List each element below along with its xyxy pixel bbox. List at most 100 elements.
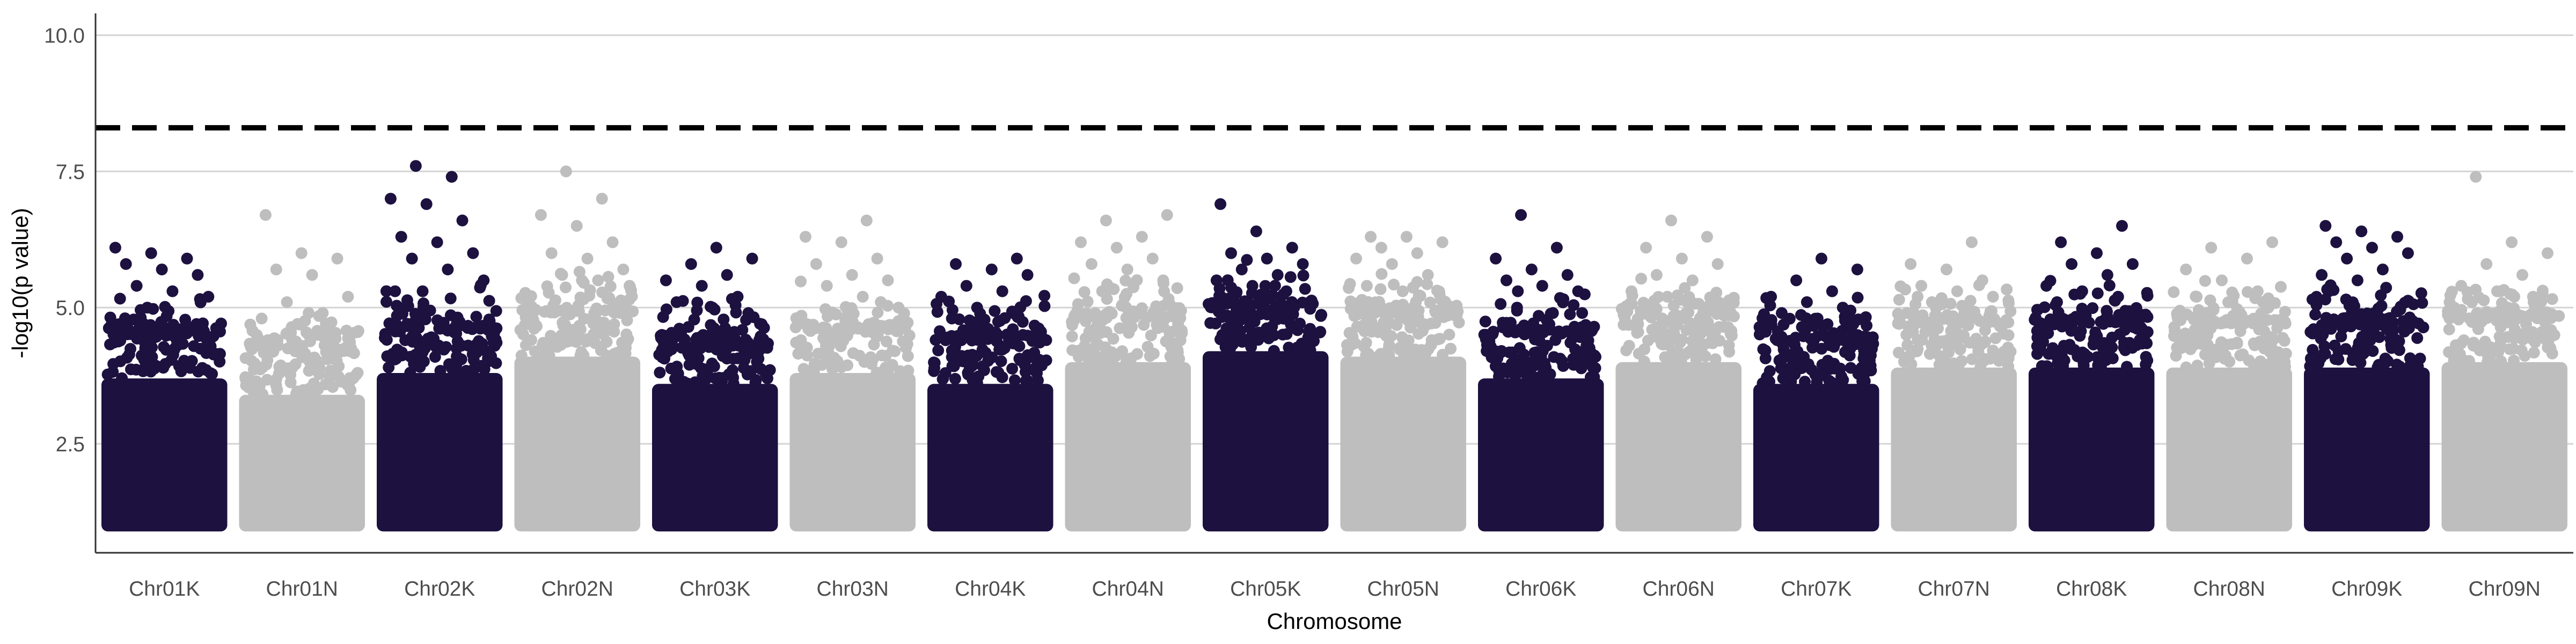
peak-point [570, 219, 583, 232]
data-point [210, 322, 222, 334]
peak-point [2330, 236, 2343, 248]
x-tick-label: Chr09K [2331, 577, 2402, 601]
data-point [2367, 345, 2379, 357]
peak-point [2216, 274, 2228, 287]
data-point [1020, 295, 1032, 307]
peak-point [420, 198, 433, 210]
data-point [1344, 295, 1357, 308]
data-point [1022, 375, 1034, 387]
peak-point [2341, 252, 2353, 265]
data-point [1008, 374, 1021, 386]
peak-point [1286, 241, 1298, 254]
data-point [2248, 337, 2260, 349]
data-point [446, 362, 458, 375]
data-point [1851, 291, 1864, 304]
data-point [705, 319, 717, 331]
data-point [1664, 355, 1676, 368]
data-point [1413, 328, 1425, 340]
data-point [1390, 299, 1402, 312]
data-point [515, 349, 528, 362]
data-point [1796, 321, 1808, 333]
peak-point [317, 307, 329, 319]
peak-point [1790, 274, 1803, 287]
data-point [2335, 331, 2347, 342]
peak-point [1360, 280, 1373, 292]
data-point [1821, 318, 1834, 330]
chromosome-points-Chr09K [2304, 219, 2430, 532]
data-point [1291, 341, 1304, 354]
peak-point [130, 280, 143, 292]
data-point [660, 303, 672, 316]
data-point [530, 320, 541, 332]
dense-points-block [2441, 362, 2567, 532]
data-point [1028, 319, 1041, 332]
data-point [1495, 345, 1507, 357]
peak-point [331, 252, 343, 265]
data-point [1944, 298, 1957, 310]
peak-point [1901, 307, 1913, 319]
peak-point [416, 285, 429, 297]
data-point [2544, 342, 2557, 354]
data-point [1989, 332, 2002, 345]
peak-point [1572, 285, 1584, 297]
peak-point [1400, 231, 1413, 243]
data-point [1866, 343, 1878, 355]
x-tick-label: Chr06K [1505, 577, 1576, 601]
x-tick-label: Chr07N [1918, 577, 1990, 601]
data-point [2534, 304, 2546, 317]
data-point [2002, 360, 2015, 372]
data-point [1905, 358, 1918, 370]
data-point [2121, 361, 2133, 373]
dense-points-block [652, 384, 778, 532]
peak-point [985, 264, 998, 276]
data-point [1029, 362, 1042, 374]
data-point [608, 326, 620, 338]
data-point [1514, 362, 1526, 374]
data-point [1038, 290, 1051, 302]
data-point [684, 349, 697, 361]
data-point [2141, 337, 2153, 349]
data-point [1213, 295, 1225, 308]
data-point [2270, 314, 2282, 326]
x-tick-label: Chr04K [955, 577, 1026, 601]
data-point [2309, 309, 2322, 321]
peak-point [181, 252, 193, 265]
data-point [1564, 308, 1576, 320]
peak-point [810, 258, 822, 270]
peak-point [1011, 252, 1023, 265]
peak-point [835, 236, 847, 248]
data-point [1437, 302, 1449, 314]
data-point [1938, 350, 1950, 363]
data-point [1235, 313, 1247, 326]
data-point [762, 372, 773, 385]
peak-point [1711, 258, 1724, 270]
peak-point [1661, 290, 1673, 303]
data-point [262, 341, 275, 354]
peak-point [1021, 269, 1034, 281]
data-point [2036, 360, 2048, 372]
data-point [342, 332, 354, 345]
data-point [1020, 364, 1032, 377]
data-point [1759, 352, 1772, 364]
data-point [2001, 283, 2013, 296]
data-point [1241, 254, 1253, 266]
peak-point [2316, 269, 2328, 281]
data-point [829, 333, 841, 346]
data-point [386, 321, 398, 333]
peak-point [467, 247, 479, 259]
data-point [1066, 319, 1078, 331]
data-point [1954, 343, 1966, 355]
peak-point [120, 258, 132, 270]
peak-point [445, 171, 458, 183]
peak-point [384, 193, 397, 205]
data-point [313, 362, 326, 374]
peak-point [1951, 285, 1963, 297]
peak-point [2516, 269, 2528, 281]
peak-point [1811, 312, 1824, 325]
data-point [2215, 336, 2228, 348]
data-point [2377, 314, 2389, 326]
data-point [1011, 330, 1023, 342]
peak-point [1157, 274, 1169, 287]
peak-point [2376, 264, 2389, 276]
data-point [619, 347, 632, 360]
